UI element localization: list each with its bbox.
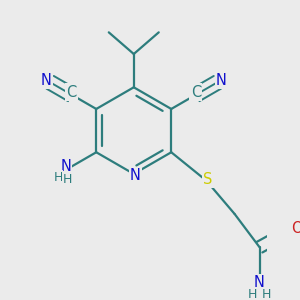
Text: C: C	[67, 85, 77, 100]
Text: N: N	[41, 73, 52, 88]
Text: H: H	[63, 173, 72, 186]
Text: C: C	[191, 85, 201, 100]
Text: N: N	[130, 168, 141, 183]
Text: S: S	[203, 172, 213, 187]
Text: H: H	[248, 288, 257, 300]
Text: O: O	[291, 221, 300, 236]
Text: N: N	[216, 73, 227, 88]
Text: H: H	[53, 171, 63, 184]
Text: H: H	[262, 288, 272, 300]
Text: N: N	[60, 159, 71, 174]
Text: N: N	[254, 275, 265, 290]
